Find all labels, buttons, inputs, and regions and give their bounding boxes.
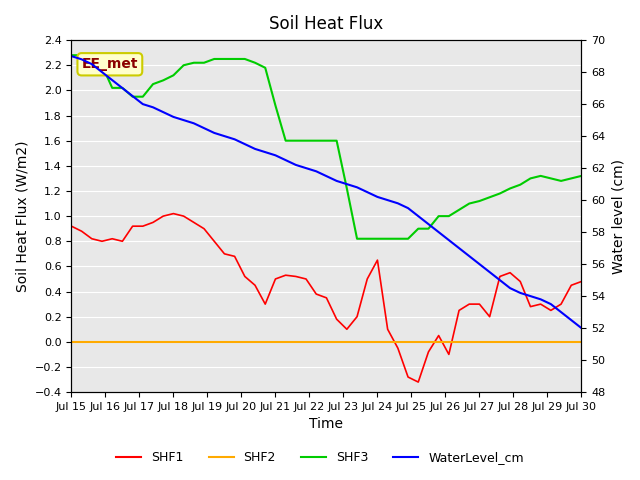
SHF2 <box>221 339 228 345</box>
SHF3 <box>353 236 361 241</box>
Line: SHF3: SHF3 <box>72 55 582 239</box>
WaterLevel_cm <box>231 136 239 142</box>
SHF2 <box>231 339 239 345</box>
Line: SHF1: SHF1 <box>72 214 582 382</box>
WaterLevel_cm <box>180 117 188 123</box>
SHF1 <box>231 253 239 259</box>
WaterLevel_cm <box>404 205 412 211</box>
SHF1 <box>68 223 76 229</box>
SHF1 <box>241 274 249 279</box>
SHF3 <box>180 62 188 68</box>
SHF2 <box>568 339 575 345</box>
SHF1 <box>190 219 198 225</box>
X-axis label: Time: Time <box>309 418 344 432</box>
Legend: SHF1, SHF2, SHF3, WaterLevel_cm: SHF1, SHF2, SHF3, WaterLevel_cm <box>111 446 529 469</box>
SHF2 <box>68 339 76 345</box>
WaterLevel_cm <box>68 53 76 59</box>
SHF2 <box>578 339 586 345</box>
SHF1 <box>568 282 575 288</box>
Text: EE_met: EE_met <box>82 57 138 71</box>
SHF1 <box>415 379 422 385</box>
SHF3 <box>221 56 228 62</box>
SHF1 <box>455 308 463 313</box>
SHF3 <box>568 176 575 181</box>
Y-axis label: Soil Heat Flux (W/m2): Soil Heat Flux (W/m2) <box>15 140 29 292</box>
SHF2 <box>404 339 412 345</box>
SHF3 <box>415 226 422 231</box>
WaterLevel_cm <box>435 229 442 235</box>
WaterLevel_cm <box>568 317 575 323</box>
WaterLevel_cm <box>221 133 228 139</box>
SHF3 <box>68 52 76 58</box>
SHF3 <box>578 173 586 179</box>
Title: Soil Heat Flux: Soil Heat Flux <box>269 15 383 33</box>
SHF3 <box>231 56 239 62</box>
SHF1 <box>578 278 586 284</box>
SHF2 <box>180 339 188 345</box>
SHF3 <box>445 213 452 219</box>
SHF1 <box>424 349 432 355</box>
SHF2 <box>435 339 442 345</box>
SHF1 <box>170 211 177 216</box>
Line: WaterLevel_cm: WaterLevel_cm <box>72 56 582 328</box>
Y-axis label: Water level (cm): Water level (cm) <box>611 158 625 274</box>
WaterLevel_cm <box>578 325 586 331</box>
